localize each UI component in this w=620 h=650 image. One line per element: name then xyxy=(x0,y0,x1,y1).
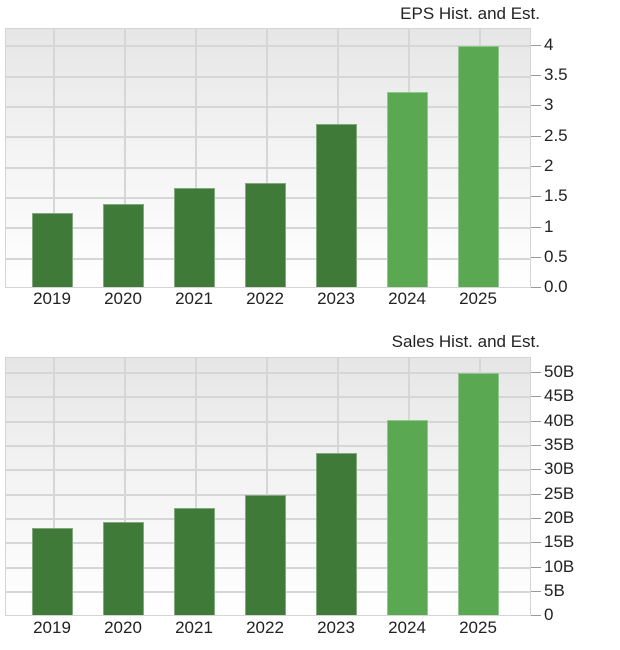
eps-bar-2021[interactable] xyxy=(174,188,215,287)
eps-gridline xyxy=(6,136,530,138)
eps-y-label: 2.5 xyxy=(544,126,568,145)
sales-y-label: 50B xyxy=(544,362,575,381)
sales-gridline-v xyxy=(195,358,197,615)
sales-chart-title: Sales Hist. and Est. xyxy=(391,332,540,351)
eps-y-tick xyxy=(531,196,541,197)
sales-y-label: 25B xyxy=(544,484,575,503)
sales-bar-2021[interactable] xyxy=(174,508,215,615)
sales-gridline-v xyxy=(266,358,268,615)
eps-y-label: 0.0 xyxy=(544,277,568,296)
sales-y-tick xyxy=(531,615,541,616)
sales-y-tick xyxy=(531,591,541,592)
sales-y-label: 15B xyxy=(544,532,575,551)
eps-y-tick xyxy=(531,257,541,258)
sales-y-label: 5B xyxy=(544,581,565,600)
eps-x-label: 2019 xyxy=(33,289,71,308)
eps-y-label: 4 xyxy=(544,35,554,54)
eps-gridline xyxy=(6,106,530,108)
eps-x-label: 2023 xyxy=(317,289,355,308)
eps-y-tick xyxy=(531,105,541,106)
eps-gridline xyxy=(6,167,530,169)
sales-gridline xyxy=(6,469,530,471)
sales-gridline xyxy=(6,445,530,447)
sales-y-tick xyxy=(531,542,541,543)
eps-y-tick xyxy=(531,136,541,137)
eps-bar-2023[interactable] xyxy=(316,124,357,287)
sales-bar-2025-estimate[interactable] xyxy=(458,373,499,615)
sales-x-label: 2025 xyxy=(459,618,497,637)
sales-y-tick xyxy=(531,469,541,470)
eps-bar-2020[interactable] xyxy=(103,204,144,287)
eps-gridline-v xyxy=(53,29,55,287)
eps-y-tick xyxy=(531,75,541,76)
eps-bar-2022[interactable] xyxy=(245,183,286,287)
sales-gridline-v xyxy=(124,358,126,615)
sales-x-label: 2024 xyxy=(388,618,426,637)
eps-x-label: 2021 xyxy=(175,289,213,308)
sales-x-label: 2020 xyxy=(104,618,142,637)
eps-x-label: 2022 xyxy=(246,289,284,308)
eps-x-label: 2025 xyxy=(459,289,497,308)
eps-x-label: 2024 xyxy=(388,289,426,308)
sales-x-label: 2021 xyxy=(175,618,213,637)
eps-gridline-v xyxy=(124,29,126,287)
sales-y-tick xyxy=(531,567,541,568)
eps-y-label: 3 xyxy=(544,95,554,114)
eps-chart-title: EPS Hist. and Est. xyxy=(400,4,540,23)
sales-y-label: 40B xyxy=(544,411,575,430)
sales-y-tick xyxy=(531,421,541,422)
sales-gridline-v xyxy=(53,358,55,615)
eps-plot-area xyxy=(5,28,531,288)
sales-bar-2022[interactable] xyxy=(245,495,286,615)
eps-bar-2025-estimate[interactable] xyxy=(458,46,499,287)
eps-y-tick xyxy=(531,287,541,288)
eps-y-label: 2 xyxy=(544,156,554,175)
sales-y-tick xyxy=(531,396,541,397)
eps-y-tick xyxy=(531,227,541,228)
sales-bar-2023[interactable] xyxy=(316,453,357,615)
eps-y-tick xyxy=(531,166,541,167)
eps-gridline-v xyxy=(195,29,197,287)
sales-gridline xyxy=(6,421,530,423)
sales-y-tick xyxy=(531,494,541,495)
sales-gridline xyxy=(6,396,530,398)
sales-gridline xyxy=(6,372,530,374)
eps-y-tick xyxy=(531,45,541,46)
eps-gridline xyxy=(6,45,530,47)
sales-plot-area xyxy=(5,357,531,616)
sales-y-label: 20B xyxy=(544,508,575,527)
sales-x-label: 2023 xyxy=(317,618,355,637)
eps-y-label: 0.5 xyxy=(544,247,568,266)
sales-bar-2024-estimate[interactable] xyxy=(387,420,428,615)
sales-y-tick xyxy=(531,445,541,446)
sales-y-tick xyxy=(531,518,541,519)
eps-gridline xyxy=(6,76,530,78)
sales-y-label: 30B xyxy=(544,459,575,478)
eps-gridline-v xyxy=(266,29,268,287)
eps-x-label: 2020 xyxy=(104,289,142,308)
sales-bar-2019[interactable] xyxy=(32,528,73,615)
eps-y-label: 1.5 xyxy=(544,186,568,205)
sales-y-label: 35B xyxy=(544,435,575,454)
eps-y-label: 3.5 xyxy=(544,65,568,84)
eps-bar-2024-estimate[interactable] xyxy=(387,92,428,287)
eps-chart: EPS Hist. and Est. 4 3.5 3 xyxy=(0,0,620,320)
sales-y-label: 0 xyxy=(544,605,554,624)
sales-y-tick xyxy=(531,372,541,373)
sales-bar-2020[interactable] xyxy=(103,522,144,615)
sales-x-label: 2022 xyxy=(246,618,284,637)
sales-y-label: 10B xyxy=(544,557,575,576)
sales-y-label: 45B xyxy=(544,386,575,405)
sales-x-label: 2019 xyxy=(33,618,71,637)
eps-bar-2019[interactable] xyxy=(32,213,73,287)
eps-y-label: 1 xyxy=(544,217,554,236)
